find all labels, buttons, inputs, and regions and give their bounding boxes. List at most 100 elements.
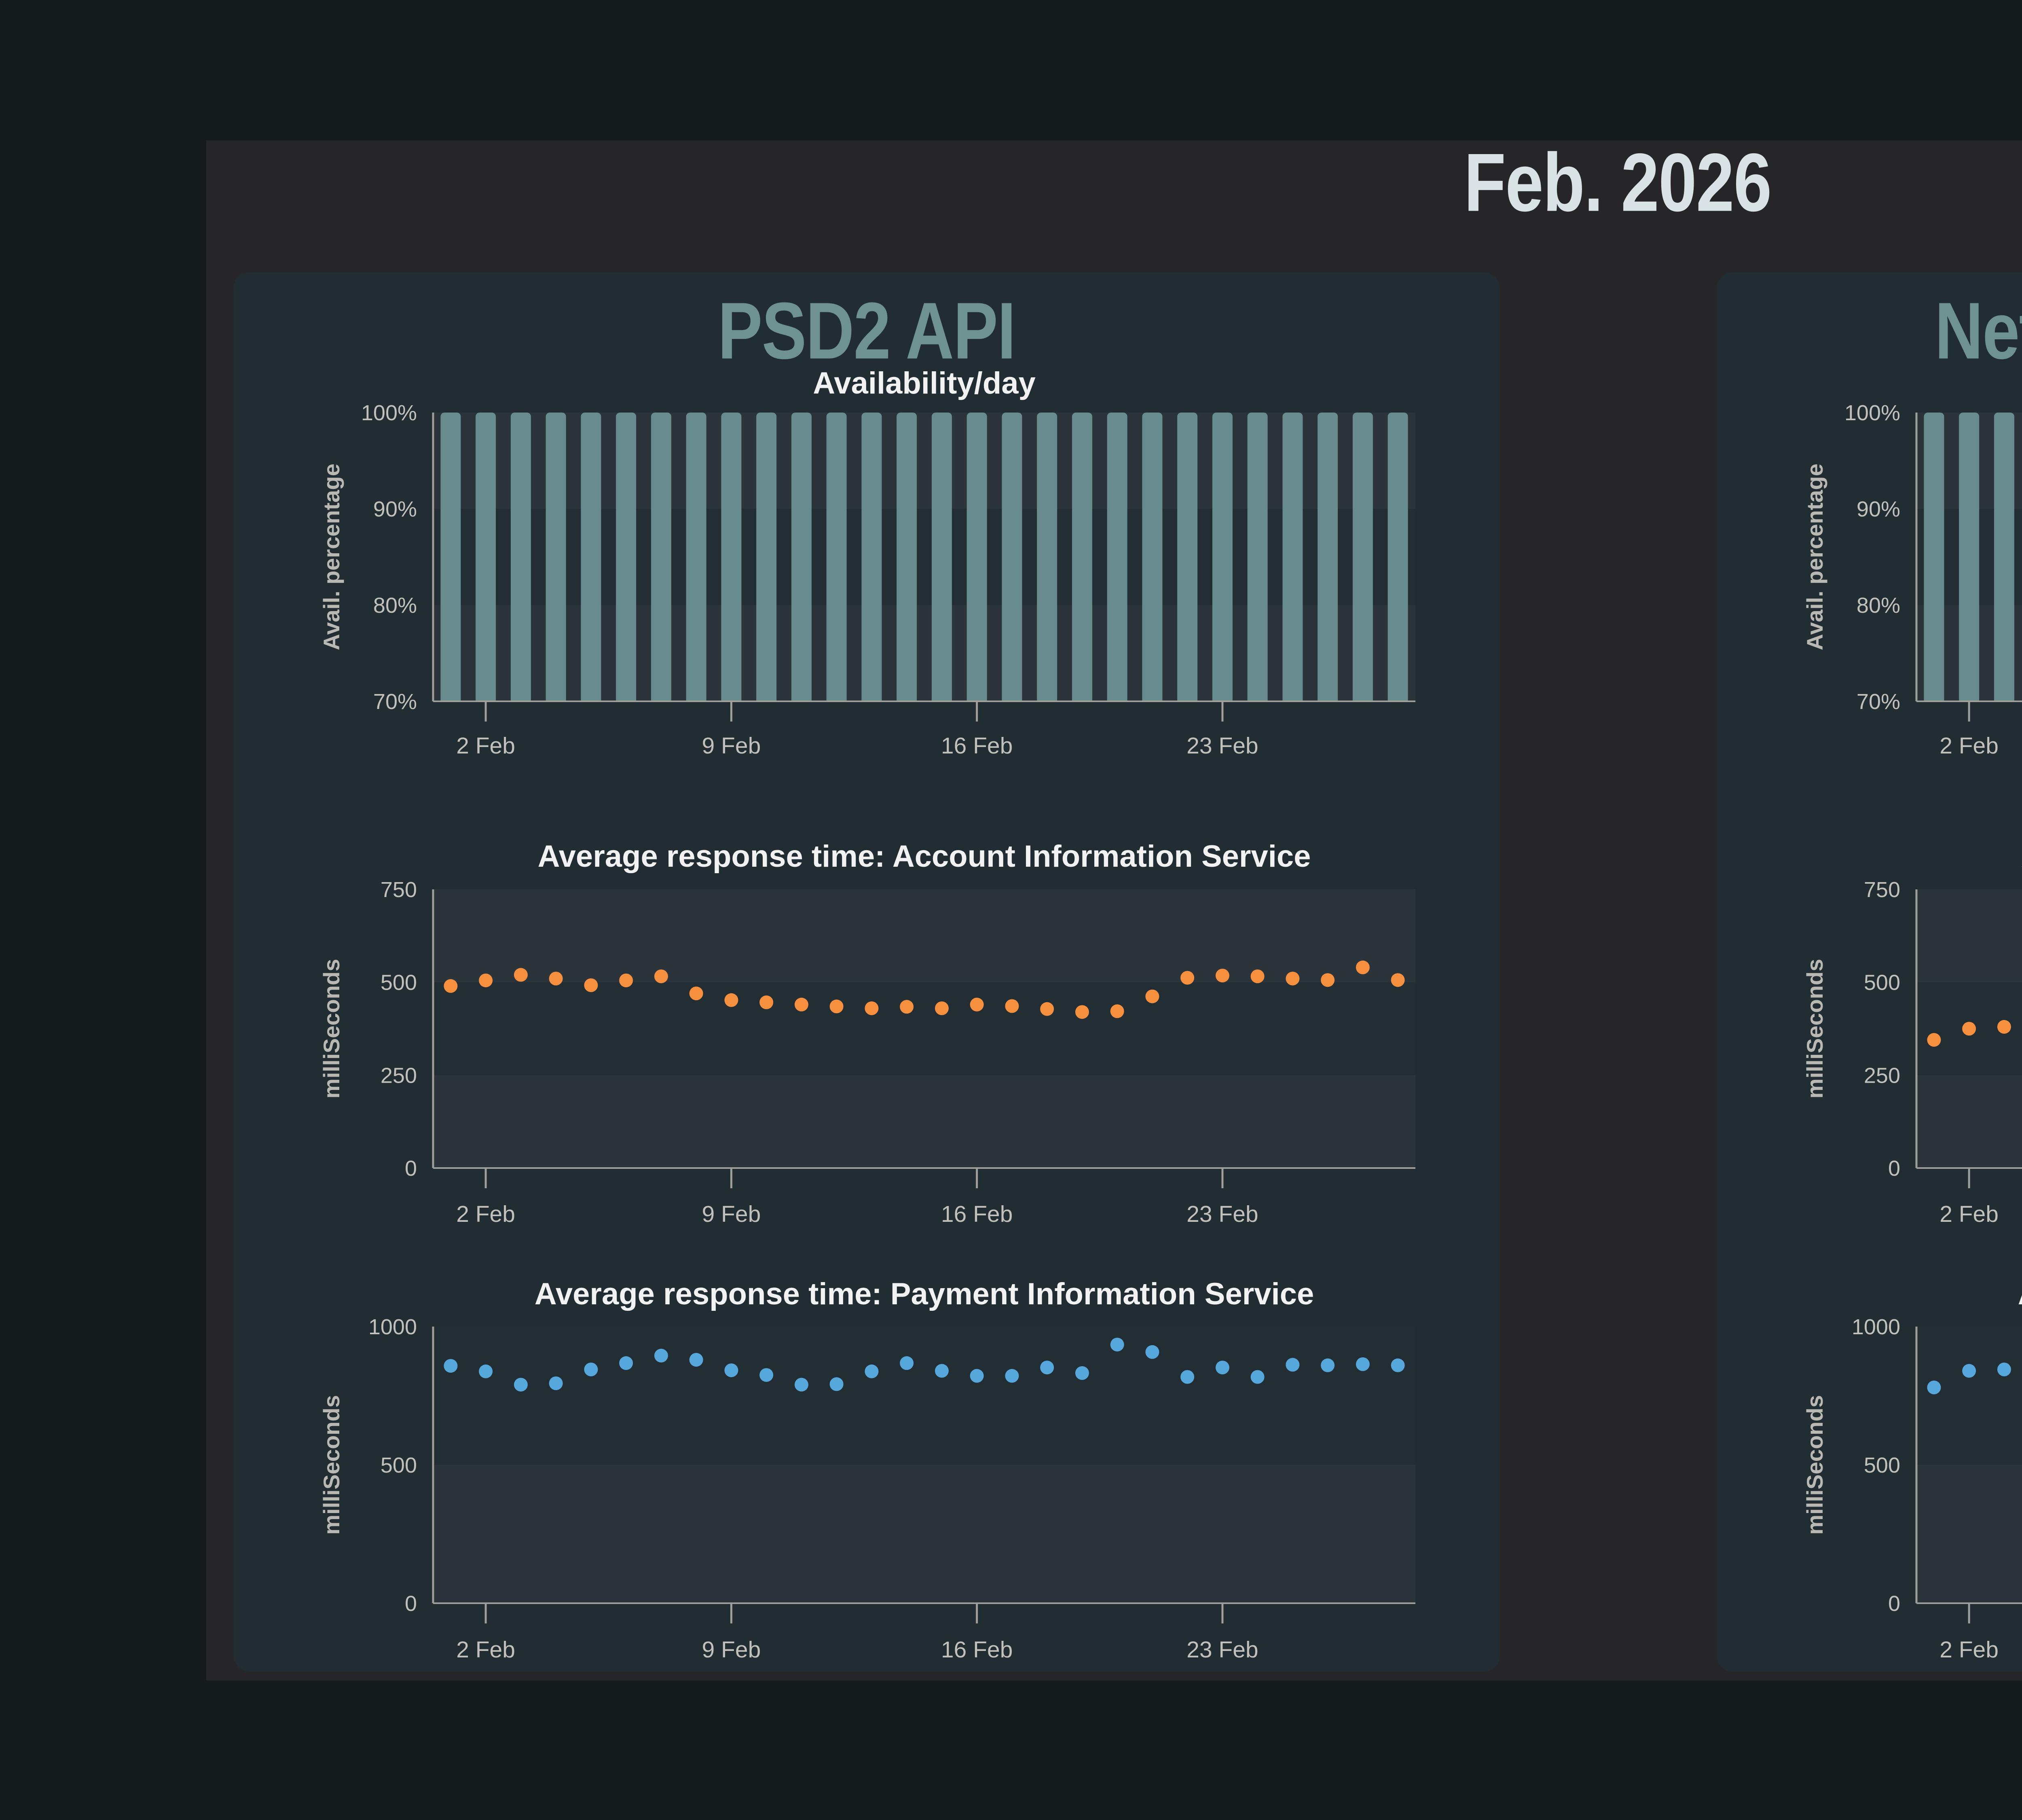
data-point bbox=[1110, 1004, 1124, 1018]
chart-title: Average response time: Account Informati… bbox=[2021, 839, 2022, 874]
availability-chart: 70% 80% 90% 100% 2 Feb 9 Feb 16 Feb 23 Feb Avail… bbox=[319, 366, 1415, 759]
data-point bbox=[689, 986, 703, 1001]
data-point bbox=[1321, 1358, 1335, 1372]
data-point bbox=[1180, 971, 1195, 985]
availability-bar bbox=[440, 413, 461, 701]
availability-bar bbox=[931, 413, 952, 701]
availability-bar bbox=[1107, 413, 1127, 701]
availability-bar bbox=[1177, 413, 1198, 701]
panel-title: Netbank & Mobilebank API bbox=[1935, 286, 2022, 376]
availability-bar bbox=[721, 413, 742, 701]
y-tick-label: 80% bbox=[1857, 593, 1900, 618]
data-point bbox=[970, 997, 984, 1012]
x-tick-label: 2 Feb bbox=[1940, 1201, 1999, 1227]
y-axis-title: milliSeconds bbox=[319, 959, 344, 1098]
data-point bbox=[759, 1368, 774, 1382]
data-point bbox=[479, 1364, 493, 1378]
data-point bbox=[444, 1359, 458, 1373]
x-tick-label: 23 Feb bbox=[1187, 733, 1258, 759]
data-point bbox=[1927, 1033, 1941, 1047]
y-tick-label: 750 bbox=[1864, 878, 1900, 902]
data-point bbox=[689, 1353, 703, 1367]
bars bbox=[1924, 413, 2014, 701]
data-point bbox=[1927, 1380, 1941, 1395]
y-tick-label: 0 bbox=[1888, 1591, 1900, 1616]
chart-title: Average response time: Account Informati… bbox=[538, 839, 1311, 874]
panel-header: PSD2 API bbox=[233, 284, 1500, 377]
x-tick-label: 16 Feb bbox=[941, 733, 1013, 759]
y-tick-label: 0 bbox=[1888, 1156, 1900, 1181]
data-point bbox=[1356, 1357, 1370, 1371]
data-points bbox=[444, 1337, 1405, 1392]
availability-bar bbox=[861, 413, 882, 701]
data-point bbox=[654, 969, 668, 983]
availability-bar bbox=[1247, 413, 1268, 701]
data-point bbox=[479, 973, 493, 988]
plot-band bbox=[433, 1465, 1415, 1603]
data-point bbox=[1005, 1369, 1019, 1383]
y-tick-label: 70% bbox=[373, 690, 417, 714]
data-points bbox=[1927, 1363, 2011, 1395]
data-points bbox=[1927, 1020, 2011, 1047]
availability-bar bbox=[791, 413, 812, 701]
data-point bbox=[1145, 1345, 1159, 1359]
data-point bbox=[1250, 969, 1265, 983]
panel-header: Netbank & Mobilebank API bbox=[1717, 284, 2022, 377]
availability-bar bbox=[581, 413, 601, 701]
data-point bbox=[900, 1000, 914, 1014]
y-axis-title: milliSeconds bbox=[1802, 1395, 1827, 1534]
data-point bbox=[619, 1356, 633, 1370]
data-point bbox=[935, 1364, 949, 1378]
availability-bar bbox=[1924, 413, 1944, 701]
data-point bbox=[1180, 1370, 1195, 1384]
y-tick-label: 1000 bbox=[368, 1315, 417, 1339]
data-point bbox=[1075, 1005, 1089, 1019]
data-point bbox=[584, 1363, 598, 1376]
availability-bar bbox=[826, 413, 847, 701]
y-axis-title: Avail. percentage bbox=[319, 463, 344, 650]
y-tick-label: 250 bbox=[381, 1063, 417, 1088]
data-point bbox=[514, 968, 528, 982]
availability-bar bbox=[1072, 413, 1092, 701]
x-tick-label: 2 Feb bbox=[1940, 1637, 1999, 1663]
availability-bar bbox=[686, 413, 706, 701]
data-point bbox=[900, 1356, 914, 1370]
x-tick-label: 2 Feb bbox=[456, 1637, 515, 1663]
availability-bar bbox=[967, 413, 987, 701]
data-point bbox=[1005, 999, 1019, 1013]
y-tick-label: 250 bbox=[1864, 1063, 1900, 1088]
plot-band bbox=[433, 605, 1415, 701]
y-tick-label: 70% bbox=[1857, 690, 1900, 714]
availability-bar bbox=[1142, 413, 1163, 701]
data-point bbox=[1962, 1364, 1976, 1378]
data-point bbox=[1286, 971, 1300, 986]
data-point bbox=[970, 1369, 984, 1383]
availability-bar bbox=[651, 413, 671, 701]
data-point bbox=[935, 1001, 949, 1015]
data-point bbox=[619, 973, 633, 988]
data-point bbox=[1215, 1361, 1229, 1375]
data-point bbox=[829, 999, 844, 1014]
x-tick-label: 16 Feb bbox=[941, 1637, 1013, 1663]
availability-bar bbox=[1037, 413, 1058, 701]
data-points bbox=[444, 960, 1405, 1019]
data-point bbox=[1356, 960, 1370, 974]
plot-band bbox=[1916, 889, 2022, 982]
x-tick-label: 2 Feb bbox=[1940, 733, 1999, 759]
x-tick-label: 23 Feb bbox=[1187, 1201, 1258, 1227]
data-point bbox=[865, 1364, 879, 1378]
y-tick-label: 500 bbox=[381, 1453, 417, 1477]
y-tick-label: 80% bbox=[373, 593, 417, 618]
data-point bbox=[1391, 1358, 1405, 1372]
chart-title: Average response time: Payment Informati… bbox=[535, 1277, 1314, 1311]
data-point bbox=[1997, 1363, 2011, 1376]
x-tick-label: 9 Feb bbox=[702, 733, 761, 759]
panel-psd2-api: PSD2 API 70% 80% 90% 100% 2 Feb 9 Feb 16 Feb 23… bbox=[233, 272, 1500, 1672]
y-tick-label: 90% bbox=[373, 497, 417, 521]
availability-bar bbox=[1002, 413, 1022, 701]
data-point bbox=[1250, 1370, 1265, 1384]
data-point bbox=[794, 1378, 808, 1392]
page-title: Feb. 2026 bbox=[1464, 136, 1772, 229]
